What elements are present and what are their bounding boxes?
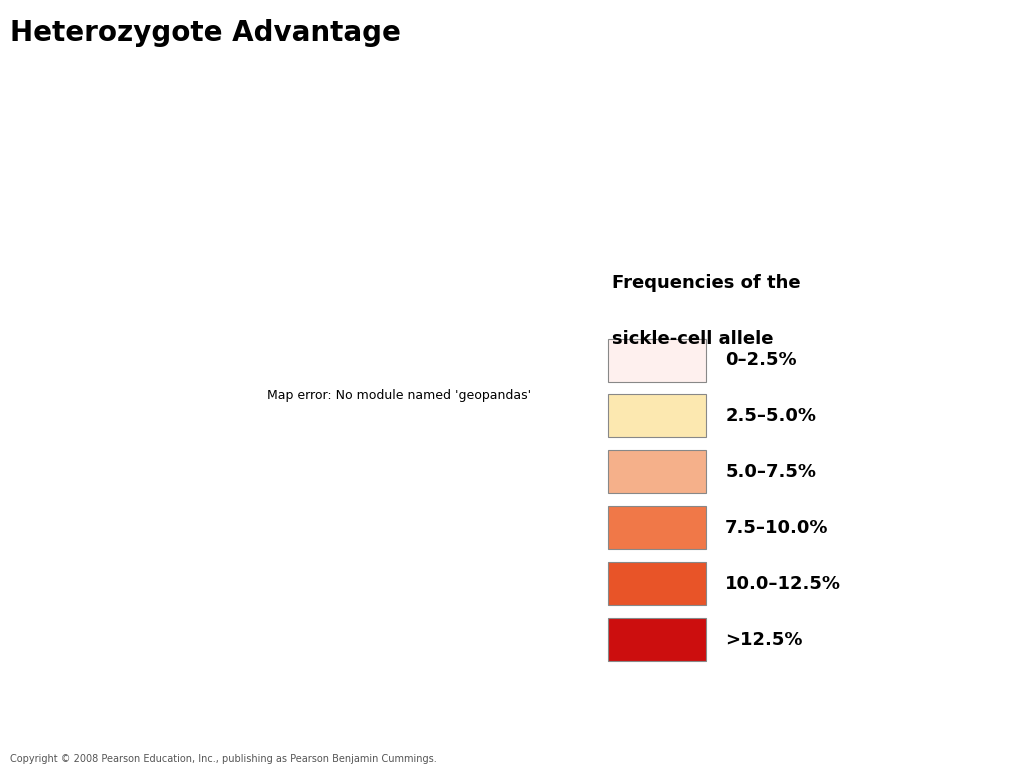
Text: Heterozygote Advantage: Heterozygote Advantage [10, 19, 401, 47]
Text: Copyright © 2008 Pearson Education, Inc., publishing as Pearson Benjamin Cumming: Copyright © 2008 Pearson Education, Inc.… [10, 754, 437, 764]
Text: Frequencies of the: Frequencies of the [611, 274, 800, 292]
Text: sickle-cell allele: sickle-cell allele [611, 330, 773, 348]
Text: 0–2.5%: 0–2.5% [725, 351, 797, 369]
Bar [607, 395, 707, 438]
Bar [607, 618, 707, 661]
Text: 10.0–12.5%: 10.0–12.5% [725, 574, 841, 593]
Bar [607, 339, 707, 382]
Bar [607, 450, 707, 493]
Bar [607, 506, 707, 549]
Text: 2.5–5.0%: 2.5–5.0% [725, 407, 816, 425]
Bar [607, 562, 707, 605]
Text: >12.5%: >12.5% [725, 631, 803, 649]
Text: 5.0–7.5%: 5.0–7.5% [725, 463, 816, 481]
Text: Map error: No module named 'geopandas': Map error: No module named 'geopandas' [267, 389, 531, 402]
Text: 7.5–10.0%: 7.5–10.0% [725, 518, 828, 537]
